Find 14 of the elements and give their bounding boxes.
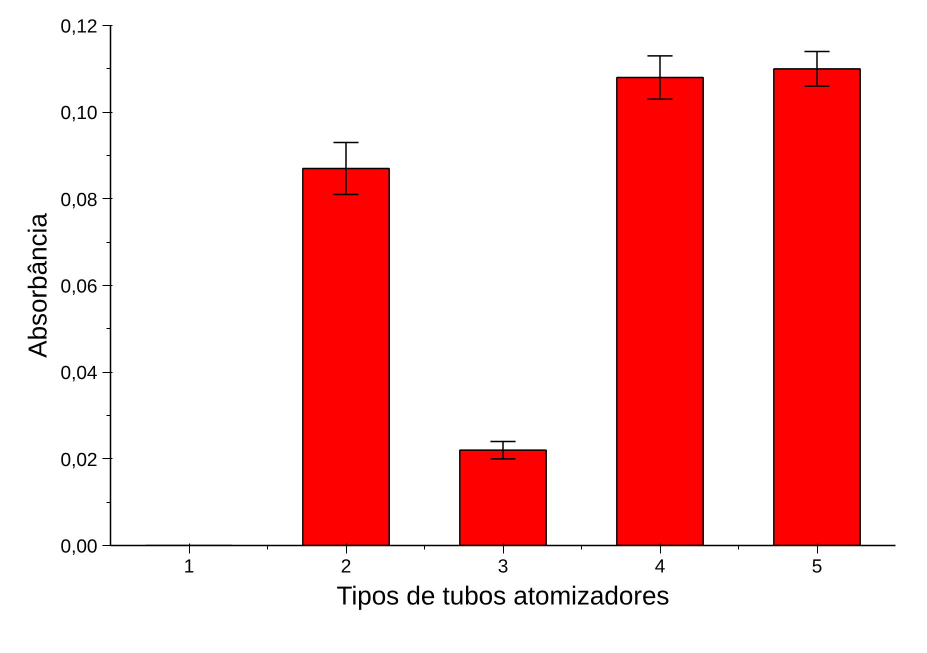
y-tick-label: 0,10: [60, 103, 98, 124]
x-axis-title: Tipos de tubos atomizadores: [336, 580, 670, 610]
x-tick-label: 5: [812, 556, 822, 578]
y-axis-title: Absorbância: [22, 212, 53, 358]
y-tick-label: 0,08: [60, 190, 98, 211]
x-tick-label: 1: [184, 556, 194, 578]
x-tick-label: 2: [340, 556, 352, 578]
y-tick-label: 0,04: [60, 363, 98, 384]
x-tick-label: 3: [498, 556, 508, 578]
y-tick-label: 0,00: [60, 536, 98, 558]
y-tick-label: 0,12: [60, 16, 98, 38]
x-tick-label: 4: [654, 556, 666, 578]
y-tick-label: 0,06: [60, 276, 98, 298]
y-tick-label: 0,02: [60, 450, 98, 471]
